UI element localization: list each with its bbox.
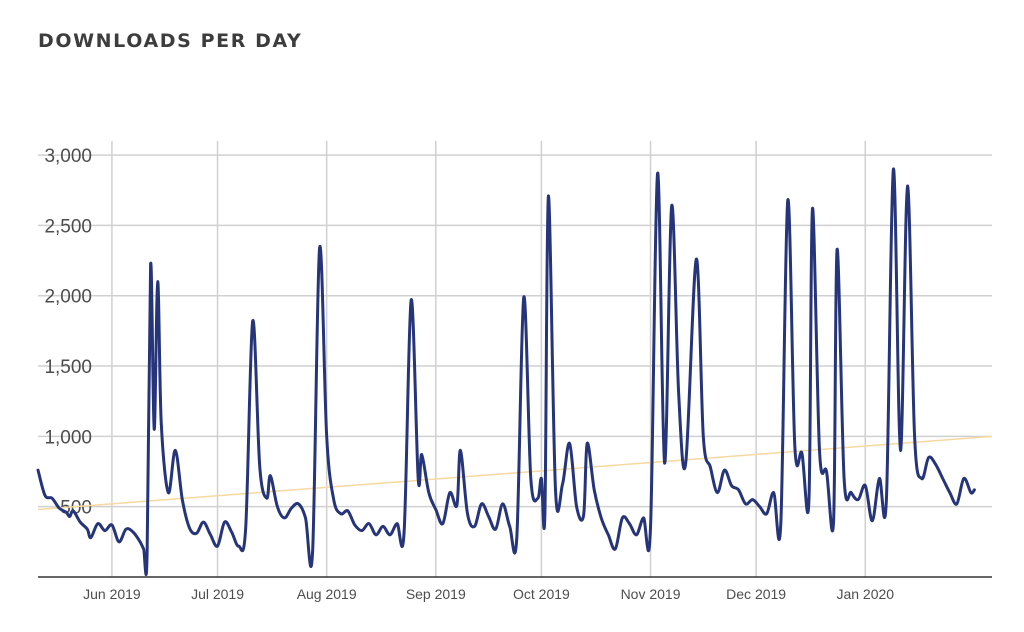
x-tick-label: Aug 2019 [297,586,357,602]
downloads-series-line [36,167,976,576]
y-tick-label: 2,500 [44,216,92,237]
trend-line [37,435,993,511]
x-tick-label: Sep 2019 [406,586,466,602]
y-tick-label: 3,000 [44,146,92,167]
series-lines [36,167,993,576]
grid-lines [38,141,992,578]
x-tick-label: Jul 2019 [191,586,244,602]
page-title: DOWNLOADS PER DAY [38,30,303,52]
y-tick-label: 1,500 [44,357,92,378]
x-tick-label: Oct 2019 [513,586,570,602]
y-tick-label: 2,000 [44,287,92,308]
x-tick-label: Jun 2019 [83,586,141,602]
x-tick-label: Dec 2019 [726,586,786,602]
x-tick-label: Jan 2020 [836,586,894,602]
x-tick-label: Nov 2019 [621,586,681,602]
y-tick-label: 1,000 [44,427,92,448]
x-axis-ticks: Jun 2019 Jul 2019 Aug 2019 Sep 2019 Oct 2019… [83,586,894,602]
